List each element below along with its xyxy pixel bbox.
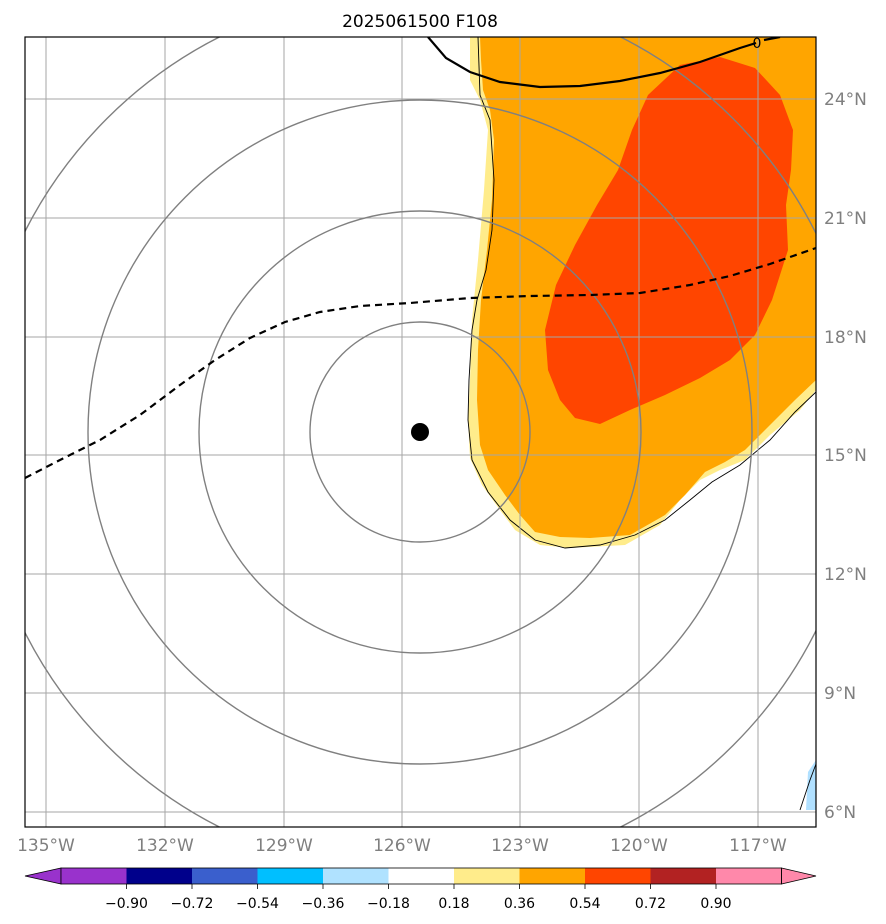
colorbar-tick-labels: −0.90 −0.72 −0.54 −0.36 −0.18 0.18 0.36 … xyxy=(105,896,732,912)
colorbar: −0.90 −0.72 −0.54 −0.36 −0.18 0.18 0.36 … xyxy=(24,867,817,912)
map-plot-area: 0 xyxy=(25,36,816,827)
colorbar-ticks xyxy=(126,884,717,889)
grid-lines xyxy=(25,37,816,827)
range-ring-3 xyxy=(87,99,753,765)
colorbar-tick-label: 0.54 xyxy=(569,896,600,912)
colorbar-tick-label: 0.18 xyxy=(438,896,469,912)
colorbar-segment xyxy=(585,868,651,884)
map-title: 2025061500 F108 xyxy=(342,12,498,32)
colorbar-tick-label: −0.72 xyxy=(171,896,214,912)
dashed-contour xyxy=(25,246,816,479)
colorbar-tick-label: −0.36 xyxy=(302,896,345,912)
lon-tick-label: 132°W xyxy=(136,836,194,856)
colorbar-segment xyxy=(323,868,389,884)
colorbar-segment xyxy=(716,868,782,884)
range-rings xyxy=(25,37,816,827)
colorbar-segment xyxy=(61,868,127,884)
region-outline xyxy=(467,37,816,549)
lat-tick-label: 24°N xyxy=(824,90,867,110)
colorbar-segment xyxy=(388,868,454,884)
colorbar-tick-label: −0.18 xyxy=(367,896,410,912)
colorbar-frame xyxy=(60,867,782,885)
colorbar-tick-label: 0.90 xyxy=(700,896,731,912)
lat-tick-label: 21°N xyxy=(824,209,867,229)
colorbar-segment xyxy=(454,868,520,884)
lon-tick-labels: 135°W 132°W 129°W 126°W 123°W 120°W 117°… xyxy=(17,836,787,856)
range-ring-2 xyxy=(198,210,642,654)
lon-tick-label: 135°W xyxy=(17,836,75,856)
lat-tick-label: 18°N xyxy=(824,328,867,348)
colorbar-tick-label: 0.72 xyxy=(635,896,666,912)
colorbar-segment xyxy=(192,868,258,884)
lat-tick-label: 9°N xyxy=(824,684,856,704)
contour-label: 0 xyxy=(753,36,762,52)
colorbar-segment xyxy=(126,868,192,884)
region-outline-se xyxy=(799,763,816,811)
colorbar-tick-label: 0.36 xyxy=(504,896,535,912)
lon-tick-label: 126°W xyxy=(373,836,431,856)
anomaly-fill-neg018 xyxy=(806,760,816,810)
lon-tick-label: 120°W xyxy=(610,836,668,856)
colorbar-extend-right xyxy=(781,867,817,885)
colorbar-extend-left xyxy=(24,867,62,885)
colorbar-segment xyxy=(519,868,585,884)
storm-center-marker xyxy=(411,423,429,441)
lat-tick-label: 12°N xyxy=(824,565,867,585)
lon-tick-label: 129°W xyxy=(255,836,313,856)
lat-tick-label: 6°N xyxy=(824,803,856,823)
lon-tick-label: 117°W xyxy=(729,836,787,856)
lat-tick-label: 15°N xyxy=(824,446,867,466)
map-frame xyxy=(24,36,817,828)
colorbar-segment xyxy=(257,868,323,884)
colorbar-tick-label: −0.54 xyxy=(236,896,279,912)
lon-tick-label: 123°W xyxy=(491,836,549,856)
colorbar-segment xyxy=(650,868,716,884)
range-ring-1 xyxy=(309,321,531,543)
colorbar-tick-label: −0.90 xyxy=(105,896,148,912)
lat-tick-labels: 6°N 9°N 12°N 15°N 18°N 21°N 24°N xyxy=(824,90,867,823)
anomaly-fill-054 xyxy=(545,57,793,424)
zero-contour xyxy=(427,37,757,89)
